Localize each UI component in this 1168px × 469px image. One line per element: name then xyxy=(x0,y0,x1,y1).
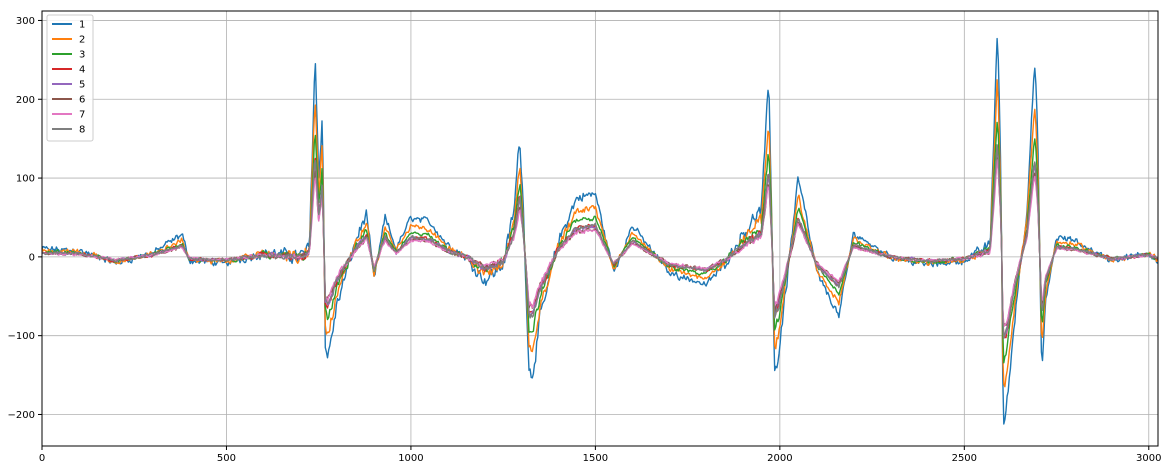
y-tick-label: −100 xyxy=(8,331,35,342)
legend: 1 2 3 4 5 6 7 8 xyxy=(46,14,94,142)
x-tick-label: 3000 xyxy=(1136,453,1161,464)
series-line-1 xyxy=(41,37,1159,425)
legend-label: 4 xyxy=(79,65,85,76)
legend-label: 3 xyxy=(79,50,85,61)
legend-label: 1 xyxy=(79,20,85,31)
legend-label: 6 xyxy=(79,95,85,106)
x-tick-label: 0 xyxy=(39,453,45,464)
y-tick-label: 300 xyxy=(16,16,35,27)
x-tick-label: 500 xyxy=(217,453,236,464)
legend-label: 8 xyxy=(79,125,85,136)
y-tick-label: 100 xyxy=(16,174,35,185)
legend-label: 7 xyxy=(79,110,85,121)
legend-label: 2 xyxy=(79,35,85,46)
y-tick-label: 0 xyxy=(29,252,35,263)
x-tick-label: 2500 xyxy=(952,453,977,464)
series-lines xyxy=(41,37,1159,425)
y-axis: −200 −100 0 100 200 300 xyxy=(8,16,42,421)
x-tick-label: 1500 xyxy=(583,453,608,464)
x-axis: 0 500 1000 1500 2000 2500 3000 xyxy=(39,446,1162,464)
legend-box xyxy=(46,14,94,142)
plot-frame xyxy=(41,10,1159,447)
x-tick-label: 1000 xyxy=(398,453,423,464)
series-line-8 xyxy=(41,144,1158,339)
y-tick-label: −200 xyxy=(8,410,35,421)
legend-label: 5 xyxy=(79,80,85,91)
x-tick-label: 2000 xyxy=(767,453,792,464)
series-line-7 xyxy=(41,159,1158,328)
y-tick-label: 200 xyxy=(16,95,35,106)
